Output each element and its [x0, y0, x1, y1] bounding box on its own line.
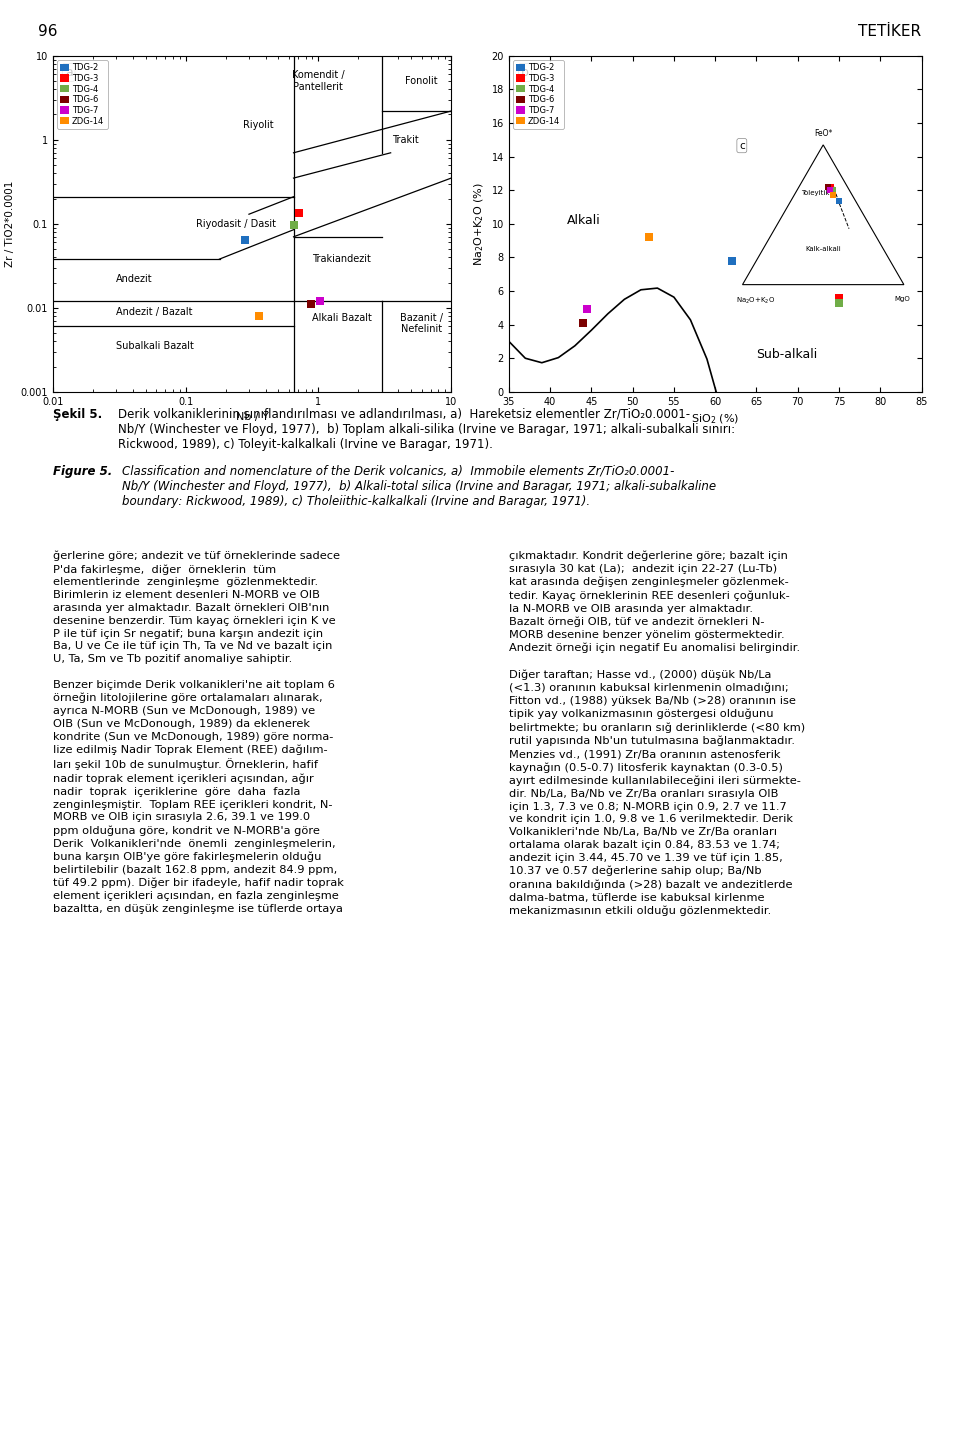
- Text: b: b: [521, 66, 529, 79]
- X-axis label: Nb / Y: Nb / Y: [235, 412, 269, 422]
- Text: Andezit / Bazalt: Andezit / Bazalt: [116, 306, 193, 316]
- Y-axis label: Zr / TiO2*0.0001: Zr / TiO2*0.0001: [5, 180, 15, 267]
- Point: [831, 286, 847, 309]
- Text: Şekil 5.: Şekil 5.: [53, 408, 102, 420]
- Text: Kalk-alkali: Kalk-alkali: [805, 246, 841, 252]
- Point: [826, 183, 841, 206]
- Text: Na$_2$O+K$_2$O: Na$_2$O+K$_2$O: [736, 296, 776, 306]
- Text: Trakit: Trakit: [392, 134, 419, 144]
- Point: [303, 293, 319, 316]
- Text: ğerlerine göre; andezit ve tüf örneklerinde sadece
P'da fakirleşme,  diğer  örne: ğerlerine göre; andezit ve tüf örnekleri…: [53, 551, 344, 914]
- Text: Riyolit: Riyolit: [243, 120, 274, 130]
- Point: [724, 249, 739, 272]
- Text: Sub-alkali: Sub-alkali: [756, 349, 818, 362]
- Y-axis label: Na$_2$O+K$_2$O (%): Na$_2$O+K$_2$O (%): [472, 182, 486, 266]
- Point: [312, 290, 327, 313]
- Point: [252, 305, 267, 327]
- Text: Andezit: Andezit: [116, 275, 153, 285]
- Text: a: a: [64, 66, 73, 79]
- Point: [575, 312, 590, 335]
- Text: Alkali Bazalt: Alkali Bazalt: [312, 313, 372, 323]
- Point: [237, 227, 252, 250]
- Point: [292, 202, 307, 225]
- Text: Alkali: Alkali: [566, 214, 600, 227]
- Text: Riyodasit / Dasit: Riyodasit / Dasit: [196, 219, 276, 229]
- Text: Classification and nomenclature of the Derik volcanics, a)  Immobile elements Zr: Classification and nomenclature of the D…: [122, 465, 716, 508]
- Text: çıkmaktadır. Kondrit değerlerine göre; bazalt için
sırasıyla 30 kat (La);  andez: çıkmaktadır. Kondrit değerlerine göre; b…: [509, 551, 804, 917]
- Text: Trakiandezit: Trakiandezit: [312, 255, 372, 265]
- Text: Derik volkaniklerinin sınıflandırılması ve adlandırılması, a)  Hareketsiz elemen: Derik volkaniklerinin sınıflandırılması …: [118, 408, 735, 450]
- Point: [821, 176, 836, 199]
- Point: [831, 189, 847, 212]
- Text: Bazanit /
Nefelinit: Bazanit / Nefelinit: [400, 313, 444, 335]
- Text: FeO*: FeO*: [814, 130, 832, 139]
- Text: c: c: [739, 140, 745, 150]
- Point: [580, 297, 595, 320]
- Point: [826, 179, 841, 202]
- Text: Toleyitik: Toleyitik: [801, 190, 829, 196]
- Point: [831, 292, 847, 315]
- Text: Subalkali Bazalt: Subalkali Bazalt: [116, 342, 194, 352]
- Legend: TDG-2, TDG-3, TDG-4, TDG-6, TDG-7, ZDG-14: TDG-2, TDG-3, TDG-4, TDG-6, TDG-7, ZDG-1…: [57, 60, 108, 129]
- X-axis label: SiO$_2$ (%): SiO$_2$ (%): [691, 412, 739, 426]
- Text: 96: 96: [38, 24, 58, 39]
- Text: Komendit /
Pantellerit: Komendit / Pantellerit: [292, 70, 345, 92]
- Text: Fonolit: Fonolit: [405, 76, 438, 86]
- Text: MgO: MgO: [895, 296, 910, 302]
- Point: [641, 226, 657, 249]
- Point: [822, 179, 837, 202]
- Point: [286, 213, 301, 236]
- Text: Figure 5.: Figure 5.: [53, 465, 112, 478]
- Point: [824, 176, 839, 199]
- Text: TETİKER: TETİKER: [858, 24, 922, 39]
- Legend: TDG-2, TDG-3, TDG-4, TDG-6, TDG-7, ZDG-14: TDG-2, TDG-3, TDG-4, TDG-6, TDG-7, ZDG-1…: [513, 60, 564, 129]
